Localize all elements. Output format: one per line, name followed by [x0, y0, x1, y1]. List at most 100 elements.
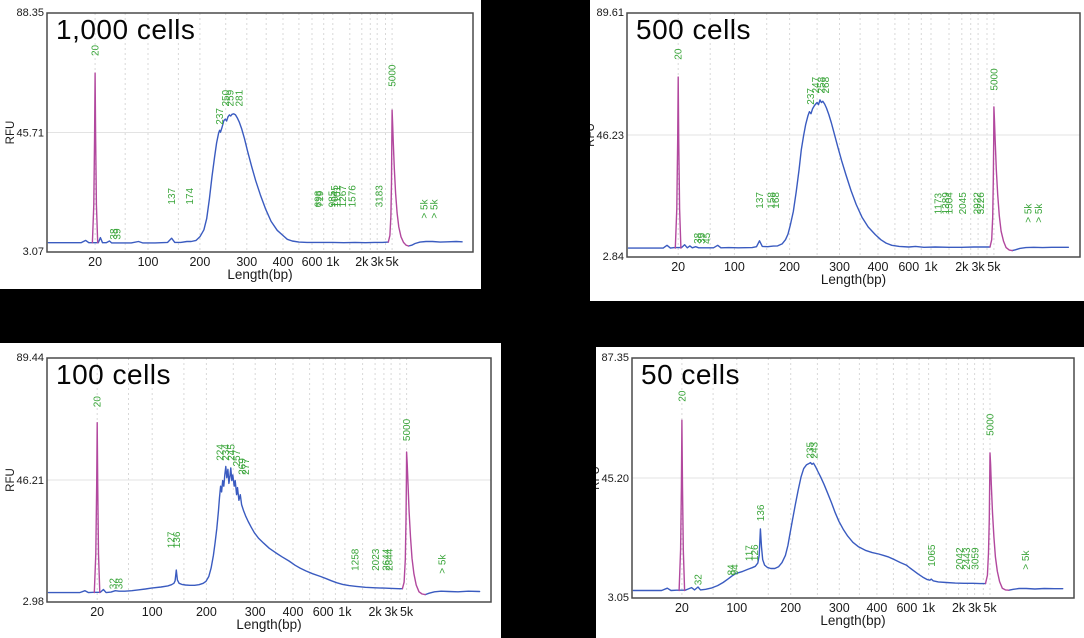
peak-label: 168: [771, 192, 782, 209]
peak-label: 250: [221, 89, 232, 106]
lower-marker-trace: [93, 422, 101, 594]
x-axis-title: Length(bp): [821, 272, 886, 287]
sample-trace: [47, 465, 404, 594]
peak-label: > 5k: [438, 554, 449, 574]
peak-label: 698: [314, 190, 325, 207]
x-tick-label: 1k: [922, 601, 936, 615]
y-axis-title: RFU: [596, 466, 602, 490]
y-min-label: 3.07: [23, 246, 44, 258]
peak-label: 2045: [958, 192, 969, 215]
peak-label: 2844: [385, 548, 396, 571]
y-axis-labels: 87.35 45.20 3.05 RFU: [596, 352, 629, 604]
peak-label: 281: [235, 89, 246, 106]
peak-label: > 5k: [1021, 550, 1032, 570]
peak-label: 3183: [374, 185, 385, 208]
x-tick-label: 200: [189, 255, 210, 269]
peak-label: 39: [697, 232, 708, 244]
x-tick-label: 600: [302, 255, 323, 269]
peak-label: 136: [172, 531, 183, 548]
gridlines: [47, 358, 491, 602]
gridlines: [47, 13, 473, 252]
peak-label: 137: [167, 187, 178, 204]
peak-label: 3059: [971, 547, 982, 570]
peak-label: > 5k: [430, 198, 441, 218]
peak-label: 719: [315, 190, 326, 207]
peak-label: 224: [216, 444, 227, 461]
x-tick-label: 300: [829, 260, 850, 274]
x-tick-label: 3k: [371, 255, 385, 269]
peak-label: > 5k: [420, 198, 431, 218]
peak-label: 1045: [330, 185, 341, 208]
peak-label: 2042: [955, 547, 966, 570]
peak-label: 94: [730, 564, 741, 576]
peak-label: 5000: [388, 64, 399, 87]
peak-label: 269: [238, 458, 249, 475]
y-max-label: 87.35: [601, 352, 629, 364]
peak-label: 243: [810, 441, 821, 458]
x-tick-label: 100: [138, 255, 159, 269]
peak-label: 20: [677, 390, 688, 402]
x-tick-label: 5k: [385, 255, 399, 269]
sample-trace: [627, 99, 991, 249]
peak-label: 1258: [350, 548, 361, 571]
x-tick-label: 300: [236, 255, 257, 269]
y-max-label: 89.61: [596, 7, 624, 19]
y-axis-labels: 88.35 45.71 3.07 RFU: [5, 7, 44, 258]
x-tick-label: 400: [273, 255, 294, 269]
y-min-label: 2.84: [603, 251, 624, 263]
peak-label: 1504: [945, 192, 956, 215]
x-tick-label: 2k: [355, 255, 369, 269]
peak-label: 257: [232, 449, 243, 466]
x-tick-label: 1k: [338, 605, 352, 619]
y-min-label: 2.98: [23, 596, 44, 608]
y-mid-label: 46.23: [596, 130, 624, 142]
peak-label: 1101: [332, 185, 343, 207]
peak-label: 5000: [986, 413, 997, 436]
upper-marker-trace: [984, 452, 1010, 591]
peak-label: 158: [766, 192, 777, 209]
peak-label: 45: [702, 232, 713, 244]
x-tick-label: 20: [671, 260, 685, 274]
y-max-label: 89.44: [16, 352, 44, 364]
peak-label: 277: [241, 458, 252, 475]
x-tick-label: 600: [896, 601, 917, 615]
peak-label: 1173: [934, 192, 945, 214]
x-tick-label: 100: [142, 605, 163, 619]
gridlines: [627, 13, 1080, 257]
x-tick-label: 100: [726, 601, 747, 615]
peak-label: 126: [750, 544, 761, 561]
peak-label: 235: [806, 441, 817, 458]
peak-label: 20: [93, 396, 104, 408]
x-tick-label: 200: [196, 605, 217, 619]
peak-label: 32: [109, 578, 120, 590]
x-tick-label: 3k: [384, 605, 398, 619]
sample-trace: [632, 461, 987, 592]
lower-marker-trace: [678, 419, 686, 592]
peak-label: 38: [115, 578, 126, 590]
x-axis-title: Length(bp): [236, 617, 301, 632]
sample-trace-tail: [1011, 246, 1070, 252]
peak-label: 117: [745, 545, 756, 561]
x-tick-label: 1k: [326, 255, 340, 269]
y-axis-labels: 89.44 46.21 2.98 RFU: [5, 352, 44, 608]
peak-label: 39: [113, 228, 124, 240]
peak-label: 2443: [962, 547, 973, 570]
sample-trace-tail: [1008, 587, 1064, 591]
y-axis-labels: 89.61 46.23 2.84 RFU: [590, 7, 624, 263]
plot-border: [631, 357, 1075, 599]
x-tick-label: 1k: [924, 260, 938, 274]
upper-marker-trace: [387, 109, 410, 247]
x-tick-label: 300: [245, 605, 266, 619]
peak-label: 20: [91, 44, 102, 56]
x-axis-title: Length(bp): [227, 267, 292, 282]
peak-label: 127: [166, 531, 177, 548]
x-tick-label: 3k: [971, 260, 985, 274]
